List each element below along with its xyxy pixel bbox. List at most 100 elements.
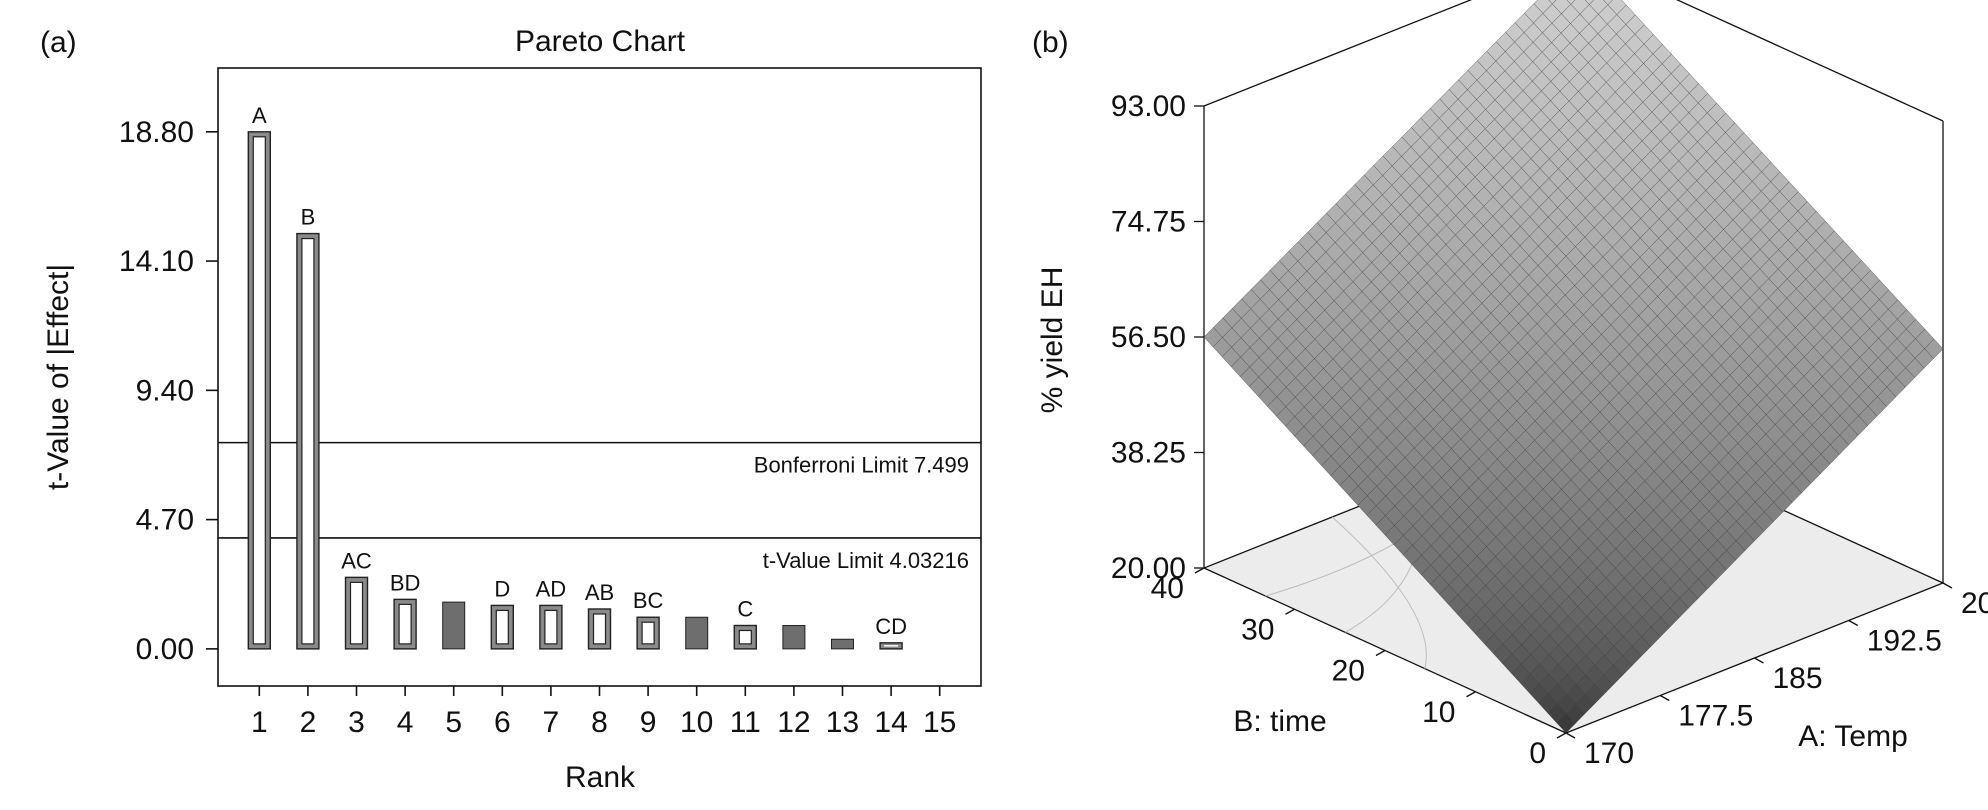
surface-b-axis-label: B: time	[1233, 705, 1326, 738]
pareto-reference-label: t-Value Limit 4.03216	[763, 548, 969, 573]
pareto-bar-inner	[252, 136, 266, 645]
surface-z-tick-label: 38.25	[1111, 437, 1186, 470]
pareto-bar-rank-12	[782, 624, 806, 650]
pareto-y-axis-label: t-Value of |Effect|	[42, 264, 75, 490]
pareto-x-tick-label: 14	[874, 706, 907, 739]
pareto-x-tick-label: 3	[348, 706, 365, 739]
panel-b-label: (b)	[1032, 26, 1069, 59]
surface-b-tick-label: 30	[1241, 613, 1274, 646]
surface-z-tick-label: 74.75	[1111, 206, 1186, 239]
pareto-bar-rank-8: AB	[585, 580, 614, 650]
surface-mesh-cell	[1566, 0, 1576, 5]
surface-z-tick-label: 56.50	[1111, 321, 1186, 354]
surface-b-tick-label: 10	[1422, 696, 1455, 729]
surface-a-tick-label: 177.5	[1678, 700, 1753, 733]
pareto-bar-rank-13	[830, 638, 854, 650]
pareto-bar-rank-5	[442, 601, 466, 650]
pareto-chart-title: Pareto Chart	[515, 25, 686, 58]
surface-a-tick-label: 192.5	[1867, 625, 1942, 658]
pareto-bar-inner	[349, 581, 364, 645]
surface-a-tick-mark	[1659, 694, 1670, 702]
pareto-bar-inner	[592, 613, 607, 645]
pareto-bar-inner	[738, 629, 752, 645]
surface-b-tick-mark	[1285, 608, 1295, 615]
pareto-bar-rank-11: C	[733, 596, 757, 650]
surface-b-tick-mark	[1556, 732, 1567, 739]
surface-mesh-cell	[1556, 713, 1576, 734]
surface-box-edge-top-right	[1675, 0, 1944, 122]
pareto-bar	[830, 638, 854, 650]
surface-b-tick-mark	[1194, 567, 1205, 574]
surface-mesh-cell	[1602, 0, 1613, 6]
pareto-y-tick-label: 4.70	[136, 504, 194, 537]
pareto-x-tick-label: 5	[445, 706, 462, 739]
surface-floor-contour	[1331, 516, 1427, 669]
pareto-x-tick-label: 15	[923, 706, 956, 739]
pareto-bar-rank-3: AC	[341, 548, 372, 650]
pareto-x-tick-label: 13	[826, 706, 859, 739]
surface-a-tick-mark	[1942, 582, 1953, 589]
surface-a-tick-label: 200	[1961, 587, 1988, 620]
surface-a-tick-mark	[1565, 732, 1576, 739]
pareto-x-tick-label: 2	[300, 706, 317, 739]
pareto-x-tick-label: 10	[680, 706, 713, 739]
surface-b-tick-label: 40	[1151, 572, 1184, 605]
pareto-bar-rank-10	[685, 616, 709, 650]
pareto-bar-label: BC	[633, 588, 664, 613]
surface-a-tick-mark	[1754, 657, 1764, 664]
pareto-bar-inner	[641, 621, 655, 645]
surface-a-tick-label: 185	[1773, 662, 1823, 695]
pareto-bar-rank-2: B	[296, 205, 320, 650]
pareto-x-tick-label: 1	[251, 706, 268, 739]
pareto-x-tick-label: 6	[494, 706, 511, 739]
pareto-y-tick-label: 14.10	[119, 245, 194, 278]
pareto-bar-rank-4: BD	[390, 570, 421, 650]
pareto-x-tick-label: 11	[730, 706, 761, 739]
surface-mesh-cell	[1548, 0, 1557, 5]
pareto-bar-label: A	[252, 103, 267, 128]
pareto-bar-inner	[301, 237, 315, 645]
surface-b-tick-mark	[1466, 691, 1476, 698]
pareto-bar-rank-6: D	[490, 576, 515, 650]
pareto-bar-label: AD	[536, 576, 567, 601]
pareto-y-tick-label: 0.00	[136, 633, 194, 666]
surface-a-tick-mark	[1848, 619, 1859, 627]
pareto-bar	[685, 616, 709, 650]
surface-z-axis-label: % yield EH	[1036, 267, 1069, 414]
pareto-x-tick-label: 12	[777, 706, 810, 739]
pareto-bar-rank-9: BC	[633, 588, 664, 650]
pareto-x-tick-label: 9	[640, 706, 657, 739]
pareto-bar-label: C	[737, 596, 753, 621]
pareto-bar	[442, 601, 466, 650]
pareto-x-tick-label: 7	[543, 706, 560, 739]
pareto-y-tick-label: 9.40	[136, 374, 194, 407]
pareto-bar-rank-1: A	[247, 103, 272, 650]
surface-b-tick-label: 20	[1332, 655, 1365, 688]
pareto-bar-label: B	[301, 205, 316, 230]
pareto-bar-label: BD	[390, 570, 421, 595]
pareto-bar	[782, 624, 806, 650]
surface-box-edge-top-left	[1203, 0, 1473, 107]
pareto-reference-label: Bonferroni Limit 7.499	[754, 453, 969, 478]
pareto-y-tick-label: 18.80	[119, 116, 194, 149]
pareto-bar-label: AB	[585, 580, 614, 605]
pareto-bar-label: CD	[875, 614, 907, 639]
surface-z-tick-label: 20.00	[1111, 552, 1186, 585]
pareto-bar-rank-14: CD	[875, 614, 907, 650]
pareto-x-tick-label: 8	[591, 706, 608, 739]
surface-b-tick-label: 0	[1529, 737, 1546, 770]
pareto-bar-inner	[398, 603, 412, 645]
surface-mesh-cell	[1584, 0, 1595, 5]
surface-a-tick-label: 170	[1584, 737, 1634, 770]
pareto-bar-label: AC	[341, 548, 372, 573]
surface-b-tick-mark	[1375, 649, 1386, 657]
pareto-bar-rank-7: AD	[536, 576, 567, 650]
surface-a-axis-label: A: Temp	[1798, 720, 1908, 753]
pareto-bar-label: D	[494, 576, 510, 601]
panel-a-label: (a)	[40, 26, 77, 59]
pareto-bar-inner	[544, 609, 558, 645]
surface-z-tick-label: 93.00	[1111, 90, 1186, 123]
pareto-x-axis-label: Rank	[565, 761, 636, 794]
pareto-bar-inner	[495, 609, 509, 645]
